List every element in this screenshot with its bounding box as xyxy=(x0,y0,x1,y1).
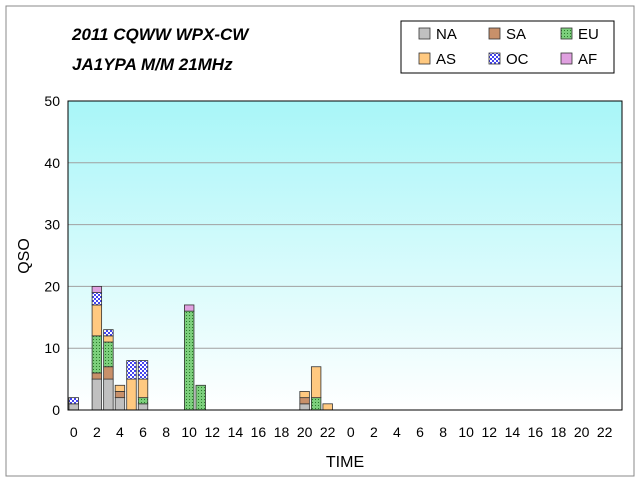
bar-na-h4 xyxy=(114,397,126,411)
x-tick-label: 0 xyxy=(70,424,78,440)
legend-label-as: AS xyxy=(436,51,456,68)
bar-na-h2 xyxy=(91,378,103,411)
bar-as-h2 xyxy=(91,304,103,337)
x-tick-label: 2 xyxy=(370,424,378,440)
legend-box xyxy=(400,20,615,74)
x-tick-label: 20 xyxy=(297,424,313,440)
bar-eu-h2 xyxy=(91,335,103,374)
x-tick-label: 16 xyxy=(251,424,267,440)
bar-as-h4 xyxy=(114,384,126,392)
bar-af-h2 xyxy=(91,285,103,293)
bar-na-h20 xyxy=(299,403,310,411)
x-tick-label: 6 xyxy=(139,424,147,440)
legend-label-eu: EU xyxy=(578,26,599,43)
bar-sa-h4 xyxy=(114,391,126,399)
legend-swatch-na xyxy=(418,27,431,40)
x-tick-label: 14 xyxy=(505,424,521,440)
legend-label-sa: SA xyxy=(506,26,526,43)
chart-title: 2011 CQWW WPX-CW xyxy=(71,25,250,44)
legend-label-oc: OC xyxy=(506,51,529,68)
x-tick-label: 8 xyxy=(162,424,170,440)
bar-as-h21 xyxy=(310,366,322,399)
legend-swatch-oc xyxy=(488,52,501,65)
bar-sa-h20 xyxy=(299,397,310,405)
x-axis-label: TIME xyxy=(326,454,364,471)
plot-frame xyxy=(67,100,623,411)
x-tick-label: 22 xyxy=(597,424,613,440)
x-tick-label: 8 xyxy=(439,424,447,440)
bar-as-h6 xyxy=(137,378,149,399)
bar-eu-h10 xyxy=(184,310,195,411)
y-axis-label: QSO xyxy=(16,238,33,274)
legend: NA SA EU AS OC AF xyxy=(418,26,599,68)
bar-oc-h0 xyxy=(68,397,79,405)
x-tick-label: 12 xyxy=(481,424,497,440)
x-tick-label: 20 xyxy=(574,424,590,440)
x-tick-label: 14 xyxy=(228,424,244,440)
bar-as-h20 xyxy=(299,391,310,399)
y-tick-label: 50 xyxy=(44,93,60,109)
bar-na-h6 xyxy=(137,403,149,411)
legend-label-af: AF xyxy=(578,51,597,68)
bar-eu-h11 xyxy=(195,384,206,411)
plot-area xyxy=(68,101,622,410)
bar-as-h5 xyxy=(126,378,137,411)
y-tick-label: 0 xyxy=(52,402,60,418)
bar-as-h3 xyxy=(103,335,114,343)
x-axis-ticks: 0 2 4 6 8 10 12 14 16 18 20 22 0 2 4 6 8 10 12 14 16 18 20 22 xyxy=(70,424,613,440)
x-tick-label: 0 xyxy=(347,424,355,440)
bar-sa-h3 xyxy=(103,366,114,380)
bar-oc-h5 xyxy=(126,360,137,380)
y-tick-label: 40 xyxy=(44,155,60,171)
legend-swatch-as xyxy=(418,52,431,65)
bar-eu-h21 xyxy=(310,397,322,411)
legend-label-na: NA xyxy=(436,26,457,43)
legend-swatch-sa xyxy=(488,27,501,40)
y-axis-ticks: 0 10 20 30 40 50 xyxy=(44,93,60,418)
x-tick-label: 2 xyxy=(93,424,101,440)
x-tick-label: 18 xyxy=(551,424,567,440)
y-tick-label: 20 xyxy=(44,278,60,294)
y-tick-label: 10 xyxy=(44,340,60,356)
bar-oc-h6 xyxy=(137,360,149,380)
bar-oc-h3 xyxy=(103,329,114,337)
x-tick-label: 4 xyxy=(116,424,124,440)
x-tick-label: 4 xyxy=(393,424,401,440)
legend-swatch-af xyxy=(560,52,573,65)
x-tick-label: 10 xyxy=(181,424,197,440)
x-tick-label: 18 xyxy=(274,424,290,440)
bar-eu-h6 xyxy=(137,397,149,405)
bar-as-h22 xyxy=(322,403,333,411)
bar-sa-h2 xyxy=(91,372,103,380)
x-tick-label: 10 xyxy=(458,424,474,440)
y-tick-label: 30 xyxy=(44,217,60,233)
x-tick-label: 12 xyxy=(204,424,220,440)
legend-swatch-eu xyxy=(560,27,573,40)
bars xyxy=(68,285,333,411)
chart-subtitle: JA1YPA M/M 21MHz xyxy=(72,55,233,74)
x-tick-label: 16 xyxy=(528,424,544,440)
x-tick-label: 6 xyxy=(416,424,424,440)
x-tick-label: 22 xyxy=(320,424,336,440)
bar-eu-h3 xyxy=(103,341,114,368)
bar-oc-h2 xyxy=(91,292,103,306)
gridlines xyxy=(68,162,622,349)
bar-na-h3 xyxy=(103,378,114,411)
bar-af-h10 xyxy=(184,304,195,312)
bar-na-h0 xyxy=(68,403,79,411)
